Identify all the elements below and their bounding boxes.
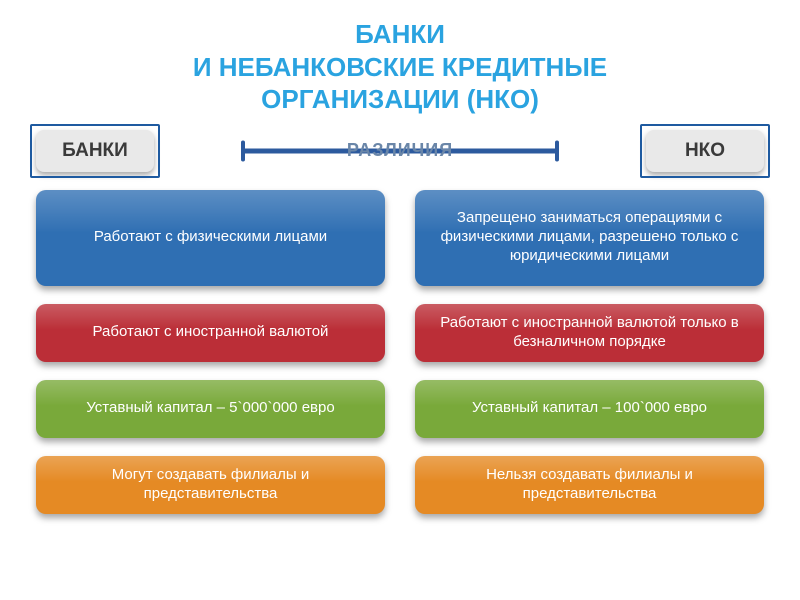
- card: Могут создавать филиалы и представительс…: [36, 456, 385, 514]
- title-line-3: ОРГАНИЗАЦИИ (НКО): [28, 83, 772, 116]
- divider-label: РАЗЛИЧИЯ: [347, 140, 453, 161]
- title-line-1: БАНКИ: [28, 18, 772, 51]
- card-text: Работают с иностранной валютой только в …: [429, 314, 750, 352]
- card-text: Нельзя создавать филиалы и представитель…: [429, 466, 750, 504]
- divider-cap-left: [241, 140, 245, 161]
- card: Уставный капитал – 100`000 евро: [415, 380, 764, 438]
- card: Нельзя создавать филиалы и представитель…: [415, 456, 764, 514]
- divider-cap-right: [555, 140, 559, 161]
- header-row: БАНКИ РАЗЛИЧИЯ НКО: [28, 130, 772, 172]
- comparison-columns: Работают с физическими лицами Работают с…: [28, 190, 772, 591]
- card-text: Работают с иностранной валютой: [93, 323, 329, 342]
- tab-banks-label: БАНКИ: [62, 140, 128, 161]
- column-nko: Запрещено заниматься операциями с физиче…: [415, 190, 764, 591]
- title-line-2: И НЕБАНКОВСКИЕ КРЕДИТНЫЕ: [28, 51, 772, 84]
- card: Работают с иностранной валютой только в …: [415, 304, 764, 362]
- card-text: Запрещено заниматься операциями с физиче…: [429, 209, 750, 265]
- divider: РАЗЛИЧИЯ: [154, 140, 646, 161]
- card: Работают с физическими лицами: [36, 190, 385, 286]
- card-text: Могут создавать филиалы и представительс…: [50, 466, 371, 504]
- card-text: Уставный капитал – 100`000 евро: [472, 399, 707, 418]
- card-text: Уставный капитал – 5`000`000 евро: [86, 399, 334, 418]
- slide-title: БАНКИ И НЕБАНКОВСКИЕ КРЕДИТНЫЕ ОРГАНИЗАЦ…: [28, 18, 772, 116]
- slide: БАНКИ И НЕБАНКОВСКИЕ КРЕДИТНЫЕ ОРГАНИЗАЦ…: [0, 0, 800, 600]
- tab-banks: БАНКИ: [36, 130, 154, 172]
- tab-nko-label: НКО: [685, 140, 725, 161]
- card: Уставный капитал – 5`000`000 евро: [36, 380, 385, 438]
- card-text: Работают с физическими лицами: [94, 228, 327, 247]
- column-banks: Работают с физическими лицами Работают с…: [36, 190, 385, 591]
- card: Запрещено заниматься операциями с физиче…: [415, 190, 764, 286]
- card: Работают с иностранной валютой: [36, 304, 385, 362]
- tab-nko: НКО: [646, 130, 764, 172]
